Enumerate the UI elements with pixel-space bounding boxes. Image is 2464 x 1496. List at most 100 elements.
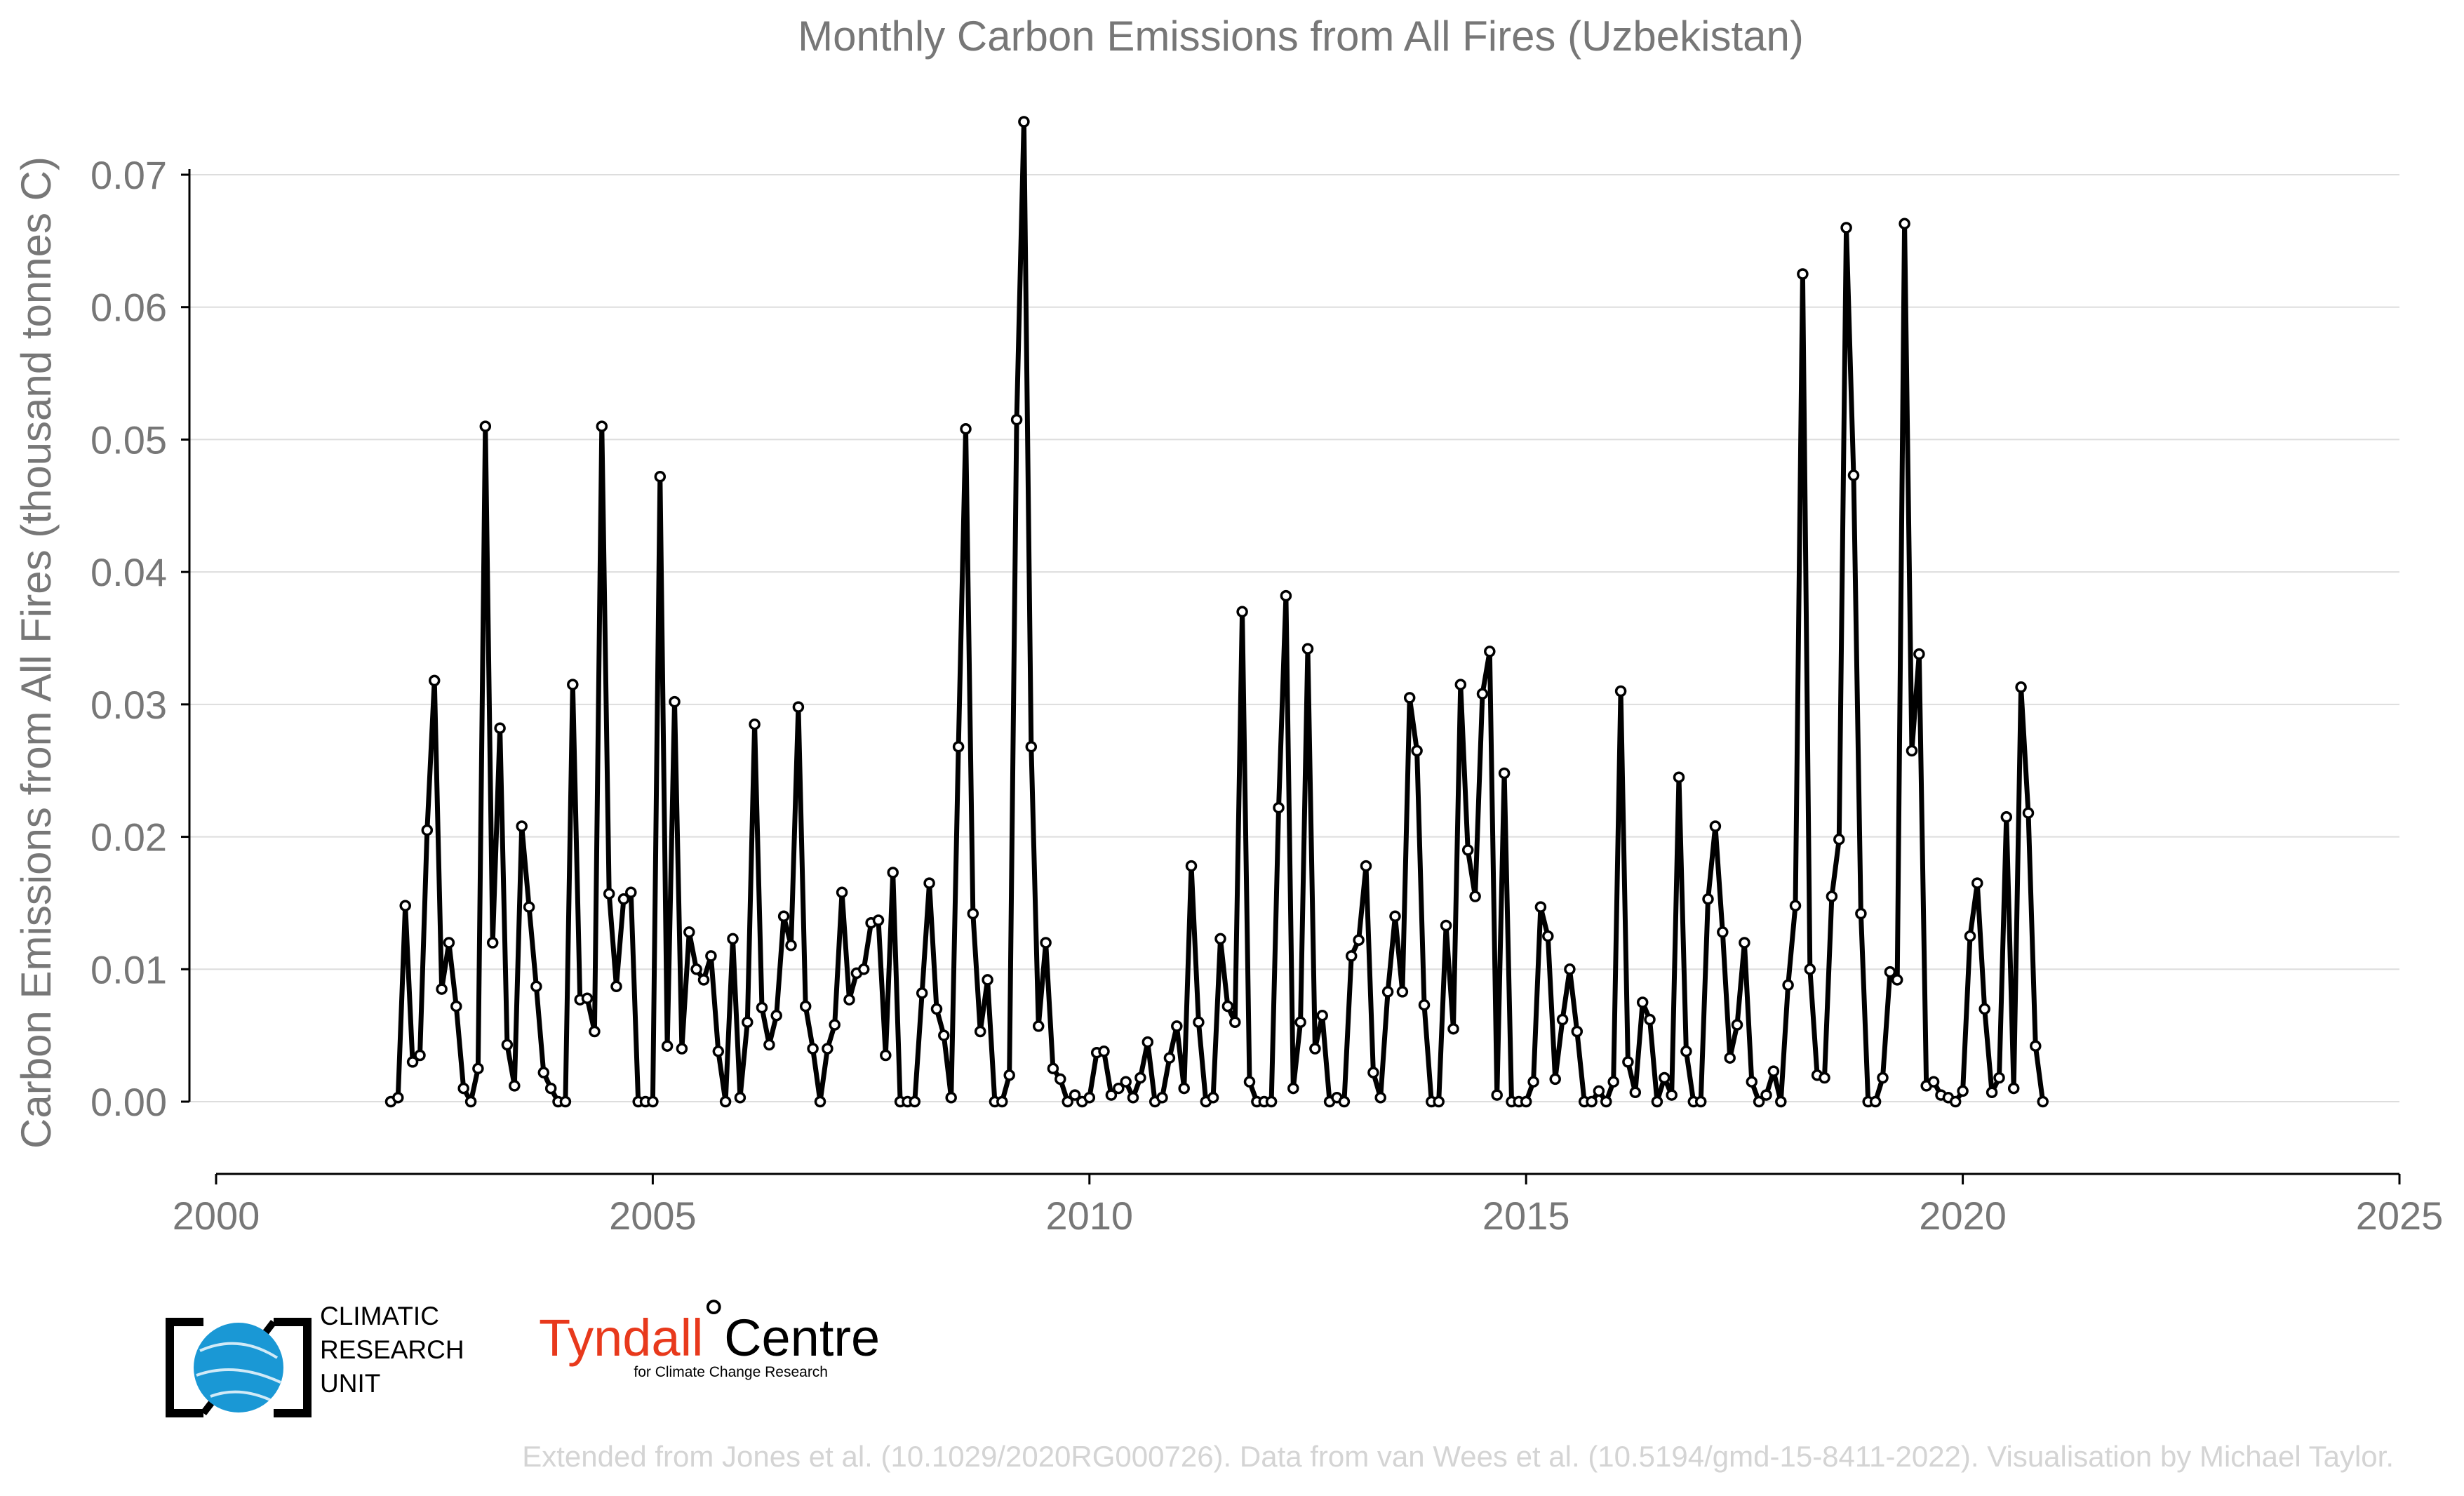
data-point [1680, 1046, 1692, 1057]
data-point [1003, 1069, 1015, 1081]
data-point [1993, 1071, 2005, 1084]
y-tick-label: 0.06 [91, 286, 167, 330]
data-point [406, 1056, 419, 1068]
data-point [1775, 1095, 1787, 1108]
cru-line-3: UNIT [320, 1369, 380, 1398]
y-tick-label: 0.00 [91, 1080, 167, 1124]
data-point [1120, 1076, 1132, 1088]
data-point [1040, 937, 1052, 949]
data-point [749, 718, 761, 730]
data-point [1054, 1073, 1066, 1086]
data-point [1389, 910, 1401, 923]
data-point [1534, 901, 1547, 913]
series-line [389, 119, 2046, 1104]
y-axis-label: Carbon Emissions from All Fires (thousan… [13, 156, 60, 1149]
data-point [530, 980, 542, 993]
data-point [1461, 844, 1474, 856]
data-point [857, 963, 870, 975]
data-point [807, 1043, 819, 1055]
data-point [1593, 1085, 1605, 1097]
data-point [464, 1095, 477, 1108]
data-point [814, 1095, 826, 1108]
data-point [1586, 1095, 1598, 1108]
data-point [494, 722, 506, 735]
data-point [880, 1049, 892, 1062]
y-tick-label: 0.04 [91, 550, 167, 594]
data-point [516, 820, 528, 832]
data-point [537, 1067, 550, 1078]
data-point [690, 963, 702, 975]
tyndall-subtitle: for Climate Change Research [634, 1364, 828, 1380]
data-point [1724, 1052, 1736, 1064]
data-point [1447, 1022, 1459, 1035]
data-point [676, 1043, 688, 1055]
data-point [1105, 1089, 1118, 1101]
data-point [1753, 1095, 1765, 1108]
data-point [1797, 268, 1809, 280]
tyndall-red-text: Tyndall [539, 1309, 703, 1367]
data-point [705, 950, 717, 962]
data-point [712, 1046, 725, 1057]
tyndall-degree: ° [703, 1289, 724, 1347]
data-point [1869, 1095, 1882, 1108]
y-axis-ticks: 0.00 0.01 0.02 0.03 0.04 0.05 0.06 0.07 [91, 153, 189, 1124]
data-point [1360, 860, 1372, 872]
data-point [1986, 1086, 1998, 1099]
data-point [544, 1082, 557, 1095]
data-point [763, 1038, 775, 1051]
data-point [1345, 950, 1358, 962]
x-tick-label: 2025 [2356, 1194, 2444, 1238]
tyndall-black-text: Centre [724, 1309, 880, 1367]
data-point [734, 1092, 746, 1104]
data-point [1629, 1086, 1642, 1099]
data-point [996, 1095, 1008, 1108]
grid-lines [189, 174, 2399, 1102]
data-point [1644, 1013, 1656, 1026]
data-point [1767, 1065, 1780, 1077]
data-point [1549, 1073, 1561, 1086]
data-point [509, 1080, 521, 1092]
data-point [1032, 1020, 1045, 1032]
y-tick-label: 0.07 [91, 153, 167, 197]
data-point [1207, 1092, 1219, 1104]
data-point [1527, 1076, 1539, 1088]
data-point [1694, 1095, 1707, 1108]
x-tick-label: 2000 [173, 1194, 260, 1238]
data-point [654, 471, 667, 483]
data-point [1010, 413, 1023, 426]
data-point [1855, 907, 1867, 920]
y-tick-label: 0.01 [91, 947, 167, 991]
y-tick-label: 0.02 [91, 815, 167, 860]
data-point [1265, 1095, 1278, 1108]
data-point [2030, 1040, 2042, 1052]
data-point [1906, 744, 1918, 757]
data-point [829, 1019, 841, 1031]
data-point [756, 1001, 768, 1014]
data-point [1659, 1071, 1670, 1084]
data-point [1403, 692, 1416, 704]
data-point [982, 974, 993, 986]
data-point [1134, 1071, 1146, 1084]
data-point [1614, 685, 1627, 697]
data-point [1113, 1082, 1125, 1095]
data-point [1018, 116, 1030, 128]
data-point [1069, 1089, 1081, 1101]
data-point [421, 824, 434, 836]
data-point [1098, 1046, 1110, 1057]
data-point [1396, 986, 1409, 998]
data-point [486, 937, 499, 949]
data-point [1163, 1052, 1176, 1064]
data-point [1622, 1056, 1634, 1068]
data-point [1949, 1095, 1962, 1108]
data-point [923, 877, 935, 889]
data-point [822, 1043, 833, 1055]
data-point [1294, 1016, 1306, 1029]
data-point [1913, 648, 1925, 660]
data-point [1804, 963, 1816, 975]
data-point [887, 867, 899, 879]
data-point [967, 907, 979, 920]
data-point [1178, 1082, 1190, 1095]
data-point [1171, 1020, 1183, 1032]
data-point [1789, 900, 1802, 911]
data-point [625, 886, 637, 899]
